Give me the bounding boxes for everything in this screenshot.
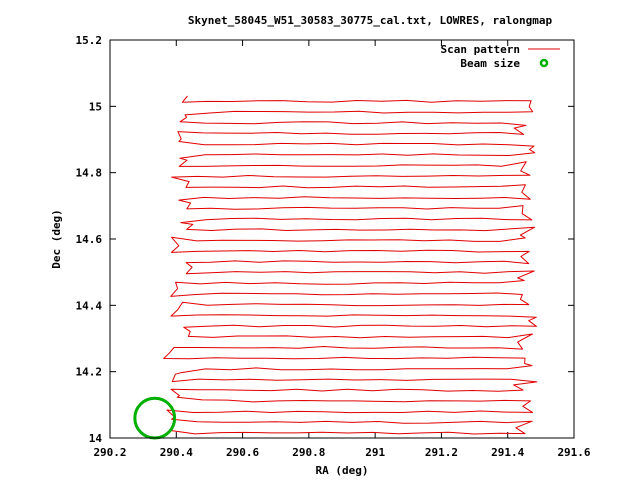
y-tick-label: 14.8 (76, 167, 103, 180)
x-tick-label: 291.6 (557, 446, 590, 459)
y-tick-label: 14.4 (76, 299, 103, 312)
plot-area (133, 95, 538, 440)
scan-pattern-line (163, 95, 538, 435)
x-tick-label: 291.2 (425, 446, 458, 459)
x-axis-label: RA (deg) (316, 464, 369, 477)
y-tick-label: 14.6 (76, 233, 103, 246)
plot-frame (109, 39, 575, 439)
legend-swatch-beam-size (539, 58, 549, 68)
legend-label-scan-pattern: Scan pattern (441, 43, 520, 56)
x-tick-label: 290.6 (226, 446, 259, 459)
x-tick-label: 290.8 (292, 446, 325, 459)
x-tick-label: 290.4 (160, 446, 193, 459)
y-tick-label: 15 (89, 100, 102, 113)
x-tick-label: 291.4 (491, 446, 524, 459)
x-ticks: 290.2 290.4 290.6 290.8 291 291.2 291.4 291.6 (93, 40, 591, 459)
chart-title: Skynet_58045_W51_30583_30775_cal.txt, LO… (188, 14, 553, 27)
y-axis-label: Dec (deg) (50, 209, 63, 269)
beam-size-circle (133, 396, 177, 440)
x-tick-label: 291 (365, 446, 385, 459)
legend-label-beam-size: Beam size (460, 57, 520, 70)
y-tick-label: 14.2 (76, 366, 103, 379)
y-tick-label: 15.2 (76, 34, 103, 47)
x-tick-label: 290.2 (93, 446, 126, 459)
y-ticks: 14 14.2 14.4 14.6 14.8 15 15.2 (76, 34, 574, 445)
legend: Scan pattern Beam size (441, 43, 560, 70)
y-tick-label: 14 (89, 432, 103, 445)
